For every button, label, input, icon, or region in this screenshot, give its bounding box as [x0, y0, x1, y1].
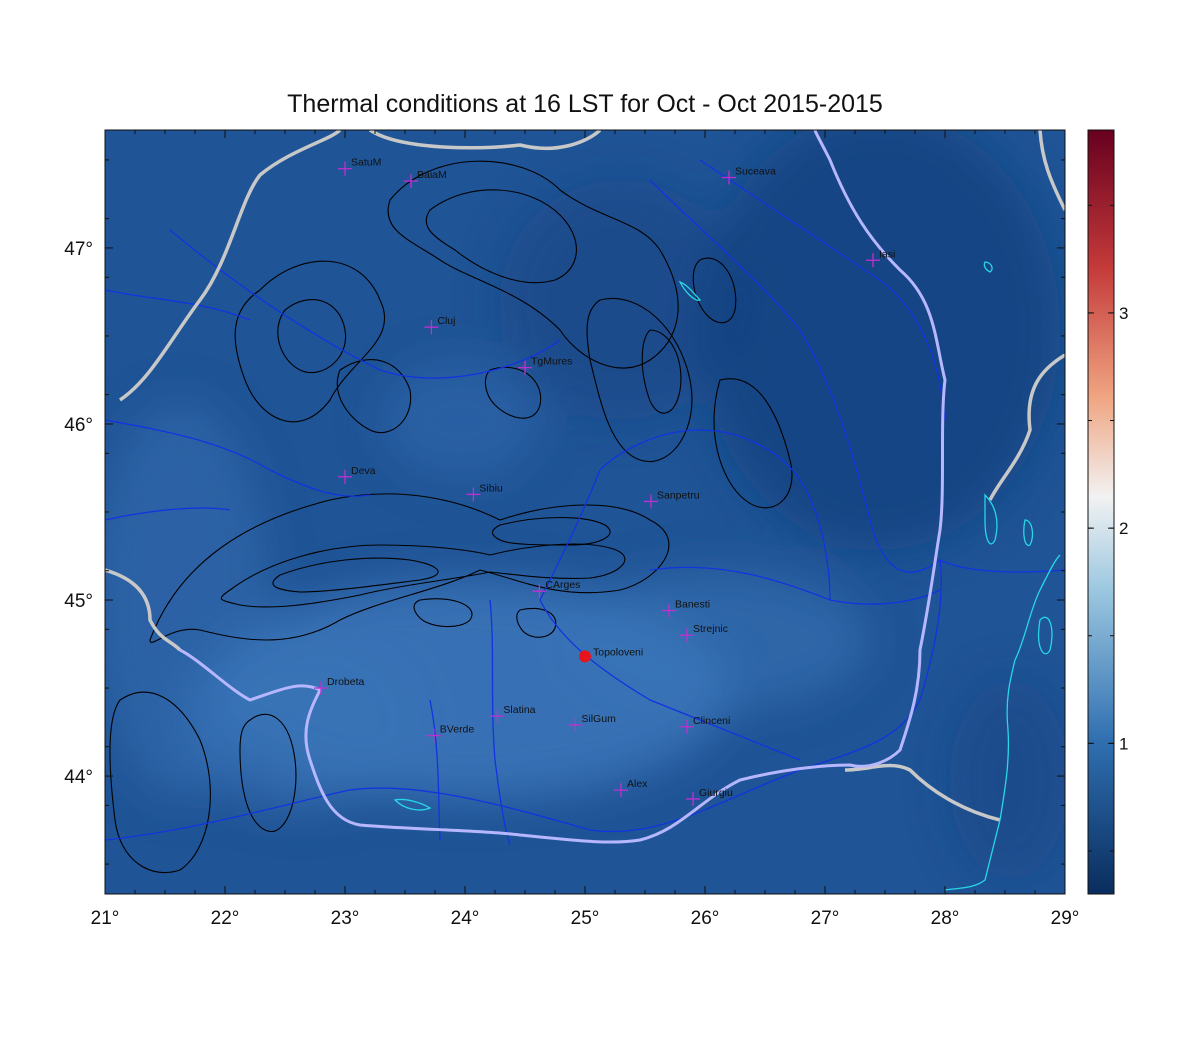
station-bverde: BVerde: [426, 724, 475, 743]
elevation-contours: [109, 160, 793, 874]
station-iasi: Iasi: [866, 248, 895, 268]
station-label: Strejnic: [693, 623, 728, 635]
station-label: Iasi: [879, 248, 895, 260]
colorbar-ticks: 1 2 3: [1088, 204, 1128, 852]
station-deva: Deva: [338, 465, 376, 484]
x-tick-label: 26°: [691, 908, 720, 929]
station-sanpetru: Sanpetru: [644, 489, 700, 509]
station-label: Slatina: [503, 704, 535, 716]
highlight-label: Topoloveni: [593, 646, 643, 658]
station-satum: SatuM: [338, 157, 381, 176]
station-drobeta: Drobeta: [314, 676, 365, 696]
station-label: SatuM: [351, 157, 381, 169]
station-slatina: Slatina: [490, 704, 536, 724]
romania-border: [179, 130, 947, 844]
y-axis-labels: 44° 45° 46° 47°: [64, 239, 93, 788]
station-suceava: Suceava: [722, 166, 776, 185]
station-banesti: Banesti: [662, 599, 710, 618]
colorbar-gradient: [1087, 129, 1115, 895]
station-label: Cluj: [437, 315, 455, 327]
x-tick-label: 29°: [1051, 908, 1080, 929]
temperature-field: [105, 130, 1065, 894]
field-shading: [105, 130, 1065, 880]
station-label: Banesti: [675, 599, 710, 611]
station-alex: Alex: [614, 778, 648, 798]
station-label: Sanpetru: [657, 489, 700, 501]
station-markers: SatuM BaiaM Suceava Iasi Cluj TgMures Deva Sibi…: [314, 157, 895, 806]
x-tick-label: 27°: [811, 908, 840, 929]
map-title: Thermal conditions at 16 LST for Oct - O…: [287, 90, 883, 118]
station-label: SilGum: [581, 713, 616, 725]
colorbar-tick-label: 3: [1119, 304, 1128, 323]
y-tick-label: 47°: [64, 239, 93, 260]
station-label: Drobeta: [327, 676, 365, 688]
highlight-station: Topoloveni: [579, 646, 643, 663]
station-strejnic: Strejnic: [680, 623, 728, 643]
station-label: Clinceni: [693, 715, 730, 727]
station-giurgiu: Giurgiu: [686, 787, 733, 806]
station-label: Giurgiu: [699, 787, 733, 799]
station-baiam: BaiaM: [404, 169, 447, 189]
colorbar-tick-label: 1: [1119, 734, 1128, 753]
station-carges: CArges: [532, 579, 580, 599]
station-label: TgMures: [531, 356, 572, 368]
station-tgmures: TgMures: [518, 356, 572, 375]
y-tick-label: 44°: [64, 767, 93, 788]
station-label: CArges: [545, 579, 580, 591]
station-silgum: SilGum: [568, 713, 616, 733]
y-tick-label: 46°: [64, 415, 93, 436]
axis-ticks: [104, 130, 1066, 894]
x-tick-label: 23°: [331, 908, 360, 929]
station-label: Deva: [351, 465, 376, 477]
station-sibiu: Sibiu: [466, 482, 503, 502]
x-tick-label: 25°: [571, 908, 600, 929]
rivers: [105, 159, 1065, 846]
highlight-marker: [579, 650, 591, 663]
station-label: Suceava: [735, 166, 776, 178]
station-clinceni: Clinceni: [680, 715, 730, 734]
x-tick-label: 21°: [91, 908, 120, 929]
station-label: Alex: [627, 778, 648, 790]
station-label: Sibiu: [479, 482, 503, 494]
coastline: [393, 261, 1061, 891]
x-tick-label: 22°: [211, 908, 240, 929]
x-axis-labels: 21° 22° 23° 24° 25° 26° 27° 28° 29°: [91, 908, 1080, 929]
country-borders: [105, 130, 1065, 822]
station-label: BVerde: [440, 724, 475, 736]
station-label: BaiaM: [417, 169, 447, 181]
x-tick-label: 28°: [931, 908, 960, 929]
x-tick-label: 24°: [451, 908, 480, 929]
y-tick-label: 45°: [64, 591, 93, 612]
colorbar: 1 2 3: [1087, 129, 1128, 895]
colorbar-tick-label: 2: [1119, 519, 1128, 538]
station-cluj: Cluj: [424, 315, 455, 335]
